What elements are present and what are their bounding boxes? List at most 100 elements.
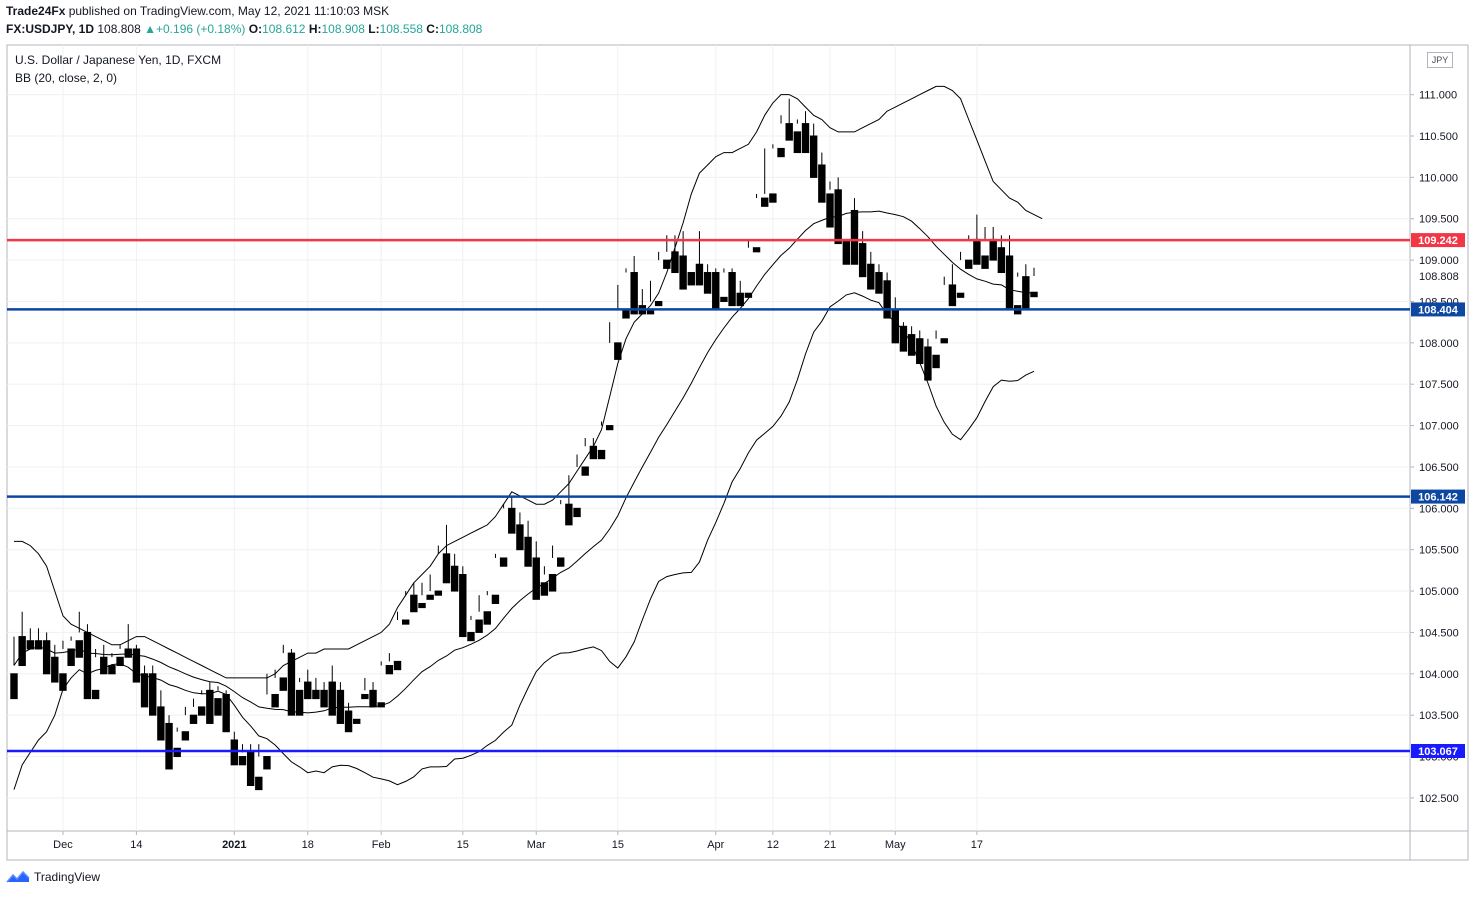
candle-body: [222, 693, 230, 733]
candle-body: [238, 756, 247, 766]
candle-body: [100, 656, 108, 675]
candle-body: [475, 619, 483, 633]
candle-body: [989, 238, 997, 261]
footer-brand[interactable]: TradingView: [34, 870, 101, 884]
candle-body: [214, 698, 222, 716]
high-value: 108.908: [321, 22, 365, 36]
candle-body: [467, 631, 475, 642]
candle-body: [67, 648, 75, 667]
candle-body: [850, 209, 859, 265]
candle-body: [752, 247, 761, 253]
high-label: H:: [308, 22, 322, 36]
level-price-label: 108.404: [1418, 304, 1459, 316]
candle-body: [18, 636, 26, 667]
candle-body: [532, 557, 540, 600]
candle-body: [206, 689, 214, 724]
candle-body: [565, 503, 573, 526]
candle-body: [924, 346, 932, 381]
candle-body: [246, 751, 255, 786]
candle-body: [818, 164, 826, 203]
candle-body: [622, 309, 630, 319]
candle-body: [809, 135, 818, 178]
candle-body: [271, 693, 279, 708]
candle-body: [189, 714, 198, 724]
level-price-tag: [1411, 233, 1465, 248]
y-tick-label: 104.500: [1419, 627, 1459, 639]
candle-body: [255, 776, 263, 791]
candle-body: [557, 557, 565, 567]
x-tick-label: 17: [971, 839, 983, 851]
candle-body: [418, 602, 426, 609]
candle-body: [630, 272, 638, 315]
candle-body: [140, 673, 149, 708]
candle-body: [124, 648, 132, 658]
candle-body: [777, 147, 785, 158]
level-price-label: 106.142: [1418, 492, 1458, 504]
candle-body: [369, 689, 377, 708]
candle-body: [361, 693, 369, 700]
y-tick-label: 104.000: [1419, 669, 1459, 681]
candle-body: [459, 574, 467, 638]
x-tick-label: May: [885, 839, 906, 851]
candle-body: [116, 656, 124, 667]
candle-body: [671, 251, 679, 274]
candle-body: [679, 255, 687, 290]
y-tick-label: 105.500: [1419, 545, 1459, 557]
candle-body: [442, 553, 451, 584]
candle-body: [108, 665, 116, 675]
candle-body: [793, 131, 802, 154]
candle-body: [973, 238, 981, 265]
footer: TradingView: [6, 870, 100, 884]
y-tick-label: 106.000: [1419, 503, 1459, 515]
symbol-label: FX:USDJPY, 1D: [6, 22, 95, 36]
candle-body: [875, 272, 883, 294]
x-tick-label: 18: [302, 839, 314, 851]
candle-body: [51, 656, 59, 683]
legend-indicator: BB (20, close, 2, 0): [15, 71, 118, 85]
low-value: 108.558: [379, 22, 423, 36]
close-label: C:: [426, 22, 439, 36]
y-tick-label: 107.500: [1419, 379, 1459, 391]
candle-body: [932, 354, 940, 369]
candle-body: [59, 673, 67, 691]
candle-body: [157, 706, 165, 741]
candle-body: [83, 631, 92, 700]
candle-body: [597, 449, 606, 460]
candle-body: [508, 507, 516, 534]
candle-body: [965, 259, 973, 269]
author-name[interactable]: Trade24Fx: [6, 4, 66, 18]
candle-body: [10, 673, 18, 700]
x-tick-label: 15: [612, 839, 624, 851]
candle-body: [703, 272, 712, 294]
candle-body: [524, 536, 532, 567]
candle-body: [385, 665, 394, 675]
open-value: 108.612: [262, 22, 306, 36]
candle-body: [728, 272, 736, 307]
level-price-tag: [1411, 489, 1465, 504]
candle-body: [834, 189, 842, 245]
candle-body: [997, 247, 1006, 274]
candle-body: [956, 292, 965, 298]
candle-body: [320, 689, 328, 708]
candle-body: [916, 338, 924, 365]
y-tick-label: 102.500: [1419, 793, 1459, 805]
candle-body: [450, 565, 459, 592]
x-tick-label: 21: [824, 839, 836, 851]
currency-tag[interactable]: JPY: [1427, 52, 1453, 68]
y-tick-label: 111.000: [1419, 90, 1457, 102]
x-tick-label: Mar: [527, 839, 546, 851]
tradingview-logo-icon: [6, 870, 30, 883]
candle-body: [328, 681, 336, 716]
candle-body: [581, 466, 589, 476]
y-tick-label: 105.000: [1419, 586, 1459, 598]
candle-body: [173, 747, 181, 758]
candle-body: [1005, 255, 1014, 311]
candle-body: [491, 594, 500, 604]
candle-body: [948, 284, 957, 307]
candle-body: [940, 338, 948, 344]
candle-body: [736, 292, 744, 307]
candle-body: [907, 334, 916, 356]
x-tick-label: 14: [130, 839, 142, 851]
candle-body: [867, 263, 875, 290]
